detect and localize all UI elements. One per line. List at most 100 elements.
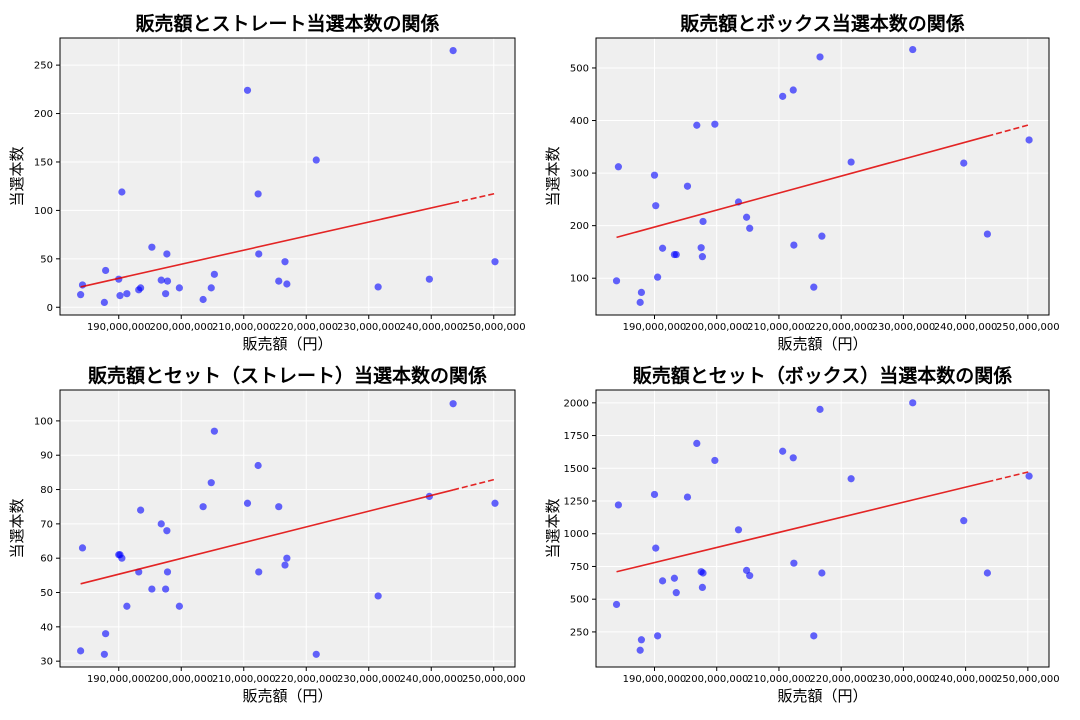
data-point bbox=[637, 288, 646, 296]
data-point bbox=[243, 499, 252, 507]
y-tick-label: 2000 bbox=[564, 398, 589, 409]
y-tick-label: 100 bbox=[34, 416, 53, 427]
data-point bbox=[779, 92, 787, 100]
data-point bbox=[175, 284, 183, 292]
data-point bbox=[983, 569, 991, 577]
data-point bbox=[790, 559, 798, 567]
x-tick-label: 220,000,000 bbox=[274, 674, 338, 685]
data-point bbox=[789, 86, 797, 94]
x-tick-label: 250,000,000 bbox=[996, 674, 1060, 685]
data-point bbox=[654, 632, 662, 640]
y-tick-label: 80 bbox=[40, 485, 53, 496]
y-tick-label: 0 bbox=[47, 303, 53, 314]
y-tick-label: 50 bbox=[40, 254, 53, 265]
trendline bbox=[80, 489, 454, 585]
axes-frame bbox=[59, 389, 516, 668]
data-point bbox=[652, 202, 660, 210]
x-tick-label: 240,000,000 bbox=[399, 674, 463, 685]
plot-area bbox=[60, 390, 515, 667]
data-point bbox=[283, 280, 291, 288]
x-tick-label: 230,000,000 bbox=[872, 322, 936, 333]
data-point bbox=[162, 290, 170, 298]
data-point bbox=[199, 295, 207, 304]
data-point bbox=[699, 217, 707, 226]
x-tick-label: 230,000,000 bbox=[872, 674, 936, 685]
y-tick-label: 250 bbox=[34, 61, 53, 72]
data-point bbox=[312, 650, 320, 658]
data-point bbox=[1025, 472, 1033, 480]
chart-title: 販売額とセット（ストレート）当選本数の関係 bbox=[88, 364, 487, 387]
y-tick-label: 500 bbox=[570, 63, 589, 74]
data-point bbox=[652, 544, 660, 552]
data-point bbox=[163, 277, 172, 285]
y-axis-label: 当選本数 bbox=[544, 498, 562, 558]
data-point bbox=[612, 600, 621, 609]
data-point bbox=[491, 258, 499, 266]
chart-title: 販売額とセット（ボックス）当選本数の関係 bbox=[633, 364, 1012, 387]
x-tick-label: 200,000,000 bbox=[685, 674, 749, 685]
data-point bbox=[275, 503, 283, 511]
data-point bbox=[650, 490, 659, 499]
data-point bbox=[790, 241, 798, 249]
data-point bbox=[1025, 136, 1033, 144]
data-point bbox=[148, 585, 156, 593]
data-point bbox=[654, 273, 662, 281]
x-tick-label: 250,000,000 bbox=[462, 322, 526, 333]
x-tick-label: 210,000,000 bbox=[212, 322, 276, 333]
x-tick-label: 190,000,000 bbox=[87, 322, 151, 333]
trendline-dashed bbox=[452, 192, 496, 204]
data-point bbox=[255, 250, 263, 258]
y-tick-label: 90 bbox=[40, 451, 53, 462]
data-point bbox=[207, 479, 215, 487]
data-point bbox=[157, 520, 165, 528]
x-tick-label: 210,000,000 bbox=[212, 674, 276, 685]
trendline bbox=[616, 481, 988, 573]
data-point bbox=[77, 291, 85, 299]
y-tick-label: 200 bbox=[34, 109, 53, 120]
x-tick-label: 240,000,000 bbox=[399, 322, 463, 333]
trendline-dashed bbox=[452, 478, 496, 491]
data-point bbox=[614, 163, 623, 171]
data-point bbox=[210, 270, 218, 278]
data-point bbox=[683, 182, 692, 190]
data-point bbox=[672, 250, 680, 259]
y-tick-label: 200 bbox=[570, 221, 589, 232]
chart-title: 販売額とボックス当選本数の関係 bbox=[680, 12, 964, 35]
data-point bbox=[118, 188, 126, 196]
x-tick-label: 210,000,000 bbox=[747, 322, 811, 333]
data-point bbox=[847, 158, 855, 166]
data-point bbox=[312, 156, 320, 164]
axes-frame bbox=[595, 389, 1050, 668]
data-point bbox=[983, 230, 991, 238]
data-point bbox=[163, 568, 172, 576]
y-axis-label: 当選本数 bbox=[544, 146, 562, 206]
x-axis-label: 販売額（円） bbox=[777, 335, 867, 353]
data-point bbox=[77, 647, 85, 655]
data-point bbox=[163, 527, 171, 535]
x-tick-label: 190,000,000 bbox=[623, 322, 687, 333]
x-axis-label: 販売額（円） bbox=[242, 687, 332, 705]
subplot-4: 190,000,000200,000,000210,000,000220,000… bbox=[544, 364, 1060, 705]
data-point bbox=[650, 171, 659, 179]
y-tick-label: 500 bbox=[570, 595, 589, 606]
data-point bbox=[746, 572, 754, 580]
data-point bbox=[281, 258, 289, 266]
data-point bbox=[374, 283, 382, 291]
data-point bbox=[157, 276, 165, 284]
y-tick-label: 70 bbox=[40, 519, 53, 530]
data-point bbox=[847, 475, 855, 483]
x-axis-label: 販売額（円） bbox=[777, 687, 867, 705]
trendline bbox=[616, 135, 988, 239]
data-point bbox=[102, 630, 110, 638]
data-point bbox=[100, 650, 108, 658]
data-point bbox=[810, 632, 818, 640]
data-point bbox=[102, 266, 110, 275]
data-point bbox=[672, 589, 680, 597]
data-point bbox=[693, 121, 701, 129]
data-point bbox=[779, 447, 787, 455]
x-tick-label: 240,000,000 bbox=[934, 674, 998, 685]
data-point bbox=[281, 561, 289, 569]
data-point bbox=[254, 461, 262, 470]
data-point bbox=[810, 283, 818, 291]
